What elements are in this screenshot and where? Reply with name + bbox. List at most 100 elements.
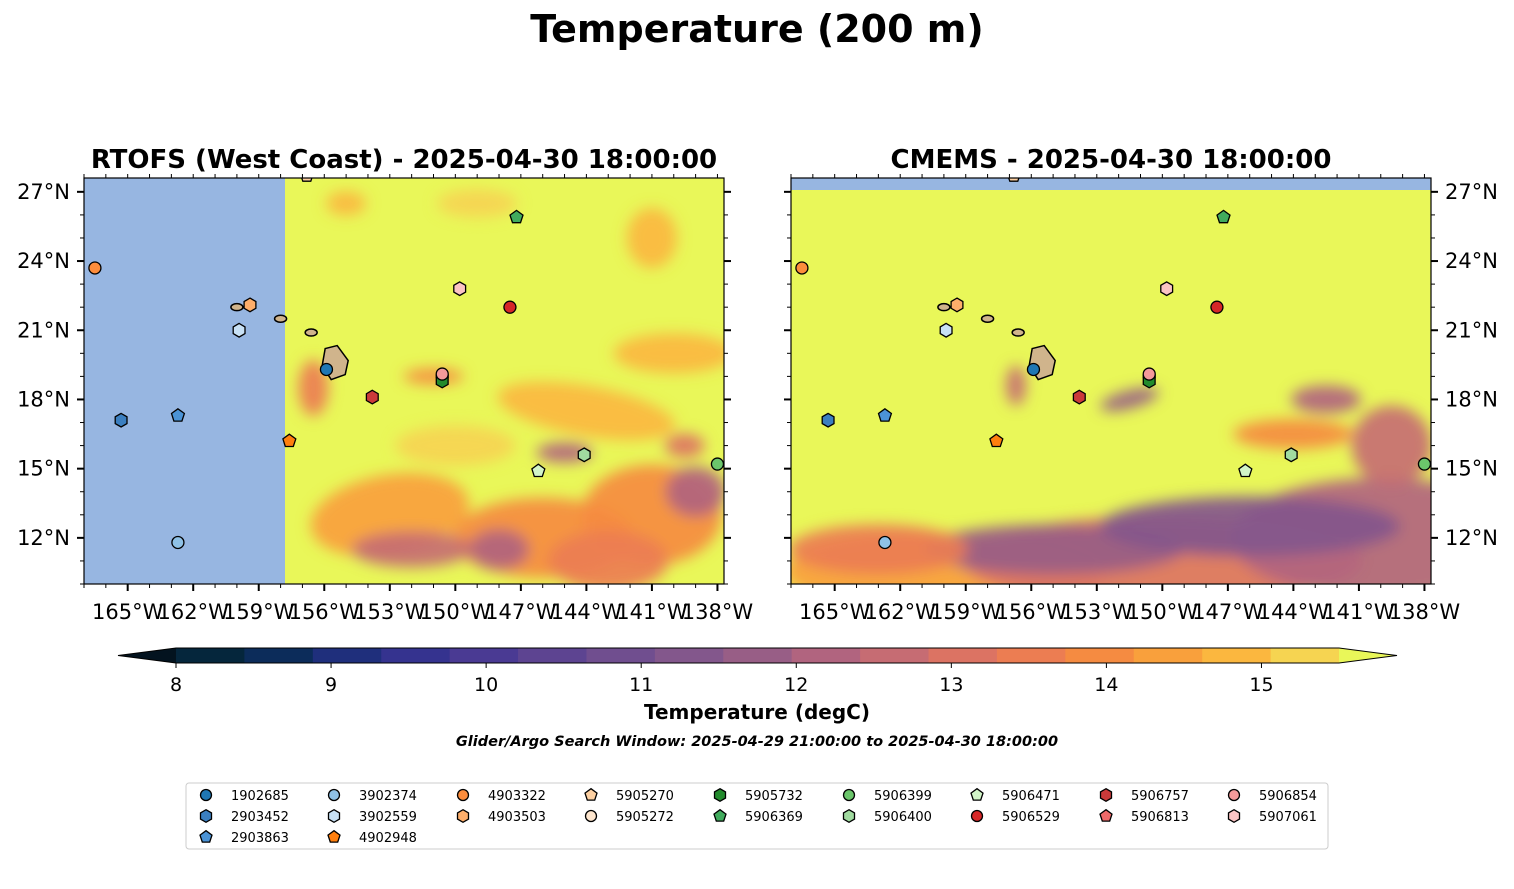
float-marker-5906471: [1238, 463, 1253, 478]
float-marker-5905270: [301, 178, 313, 182]
legend-frame: [185, 782, 1329, 850]
legend-label-2903452: 2903452: [231, 810, 289, 825]
rtofs-axes-frame: [83, 177, 725, 585]
colorbar-segment: [244, 648, 314, 663]
float-marker-5907061: [1160, 281, 1174, 297]
float-marker-5906757: [1072, 389, 1086, 405]
y-tick-label: 15°N: [17, 457, 70, 481]
legend-items: 1902685 2903452 2903863 3902374 3902559 49029…: [199, 787, 1317, 846]
colorbar-tick-label: 9: [325, 674, 337, 696]
x-tick-label: 162°W: [865, 600, 937, 624]
float-marker-4903322: [795, 261, 809, 275]
temperature-contour-region: [665, 466, 724, 517]
cmems-no-data-strip: [791, 178, 1431, 190]
legend-label-4902948: 4902948: [359, 831, 417, 846]
legend-label-4903322: 4903322: [488, 789, 546, 804]
colorbar-segment: [1270, 648, 1340, 663]
x-tick-label: 153°W: [1061, 600, 1133, 624]
float-marker-1902685: [319, 362, 334, 377]
x-tick-label: 144°W: [551, 600, 623, 624]
colorbar-segment: [449, 648, 519, 663]
temperature-contour-region: [1291, 385, 1362, 414]
temperature-contour-region: [1099, 496, 1400, 557]
colorbar-segment: [860, 648, 930, 663]
colorbar-segment: [586, 648, 656, 663]
x-tick-label: 147°W: [1192, 600, 1264, 624]
legend-label-1902685: 1902685: [231, 789, 289, 804]
temperature-contour-region: [298, 359, 329, 416]
x-tick-label: 150°W: [420, 600, 492, 624]
legend-label-3902374: 3902374: [359, 789, 417, 804]
legend-label-5905270: 5905270: [616, 789, 674, 804]
float-marker-5906400: [1284, 447, 1298, 463]
x-tick-label: 156°W: [996, 600, 1068, 624]
x-tick-label: 153°W: [354, 600, 426, 624]
temperature-contour-region: [1351, 405, 1431, 486]
legend-label-5906757: 5906757: [1131, 789, 1189, 804]
temperature-contour-region: [613, 333, 724, 374]
float-marker-4903503: [950, 297, 964, 313]
legend-marker-2903863: [199, 829, 213, 843]
float-marker-2903863: [877, 407, 893, 422]
legend-marker-2903452: [199, 808, 213, 824]
float-marker-5906757: [365, 389, 379, 405]
float-marker-5906369: [509, 209, 524, 224]
colorbar-segment: [1065, 648, 1135, 663]
float-marker-4902948: [989, 433, 1004, 448]
colorbar-over-extension: [1339, 648, 1397, 663]
cmems-axes-frame: [790, 177, 1432, 585]
colorbar: 8 9 10 11 12 13 14 15: [117, 647, 1398, 696]
colorbar-tick-label: 8: [170, 674, 182, 696]
x-tick-label: 141°W: [616, 600, 688, 624]
y-tick-label: 15°N: [1445, 457, 1498, 481]
temperature-contour-region: [469, 529, 530, 570]
float-marker-1902685: [1026, 362, 1041, 377]
legend-marker-5905272: [584, 809, 598, 823]
temperature-contour-region: [791, 524, 969, 575]
legend-marker-5906757: [1099, 787, 1113, 803]
temperature-contour-region: [437, 189, 518, 218]
float-marker-3902559: [232, 322, 246, 338]
float-marker-3902374: [171, 535, 185, 550]
colorbar-segment: [654, 648, 724, 663]
temperature-contour-region: [664, 433, 705, 458]
legend-marker-4903322: [456, 788, 470, 802]
x-tick-label: 141°W: [1323, 600, 1395, 624]
legend-label-5905272: 5905272: [616, 810, 674, 825]
float-marker-2903863: [170, 407, 186, 422]
legend-label-2903863: 2903863: [231, 831, 289, 846]
panel-rtofs-title: RTOFS (West Coast) - 2025-04-30 18:00:00: [91, 145, 717, 175]
temperature-contour-region: [626, 207, 677, 268]
cmems-field: [791, 178, 1431, 584]
temperature-contour-region: [497, 381, 676, 441]
search-window-note: Glider/Argo Search Window: 2025-04-29 21…: [456, 734, 1058, 750]
float-marker-5906854: [1142, 367, 1156, 381]
colorbar-tick-label: 15: [1249, 674, 1273, 696]
x-tick-label: 138°W: [1389, 600, 1461, 624]
rtofs-axis-ticks: 165°W162°W159°W156°W153°W150°W147°W144°W…: [17, 174, 753, 624]
island: [980, 314, 995, 323]
island: [230, 302, 244, 312]
colorbar-tick-label: 14: [1094, 674, 1118, 696]
temperature-contour-region: [1100, 387, 1159, 412]
y-tick-label: 21°N: [17, 318, 70, 342]
island: [937, 302, 951, 312]
legend-marker-1902685: [199, 788, 213, 802]
legend-label-3902559: 3902559: [359, 810, 417, 825]
colorbar-label: Temperature (degC): [644, 700, 870, 724]
temperature-contour-region: [1005, 365, 1026, 406]
x-tick-label: 147°W: [485, 600, 557, 624]
legend: 1902685 2903452 2903863 3902374 3902559 49029…: [185, 782, 1329, 850]
rtofs-field: [84, 178, 724, 584]
legend-marker-5906399: [842, 788, 856, 802]
temperature-contour-region: [351, 531, 472, 568]
island: [273, 314, 288, 323]
legend-label-5905732: 5905732: [745, 789, 803, 804]
rtofs-no-data-region: [84, 178, 285, 584]
legend-marker-5906813: [1099, 808, 1113, 822]
cmems-float-markers: [795, 178, 1431, 550]
colorbar-segment: [518, 648, 588, 663]
panel-rtofs: RTOFS (West Coast) - 2025-04-30 18:00:00…: [17, 145, 753, 624]
temperature-contour-region: [395, 425, 516, 466]
